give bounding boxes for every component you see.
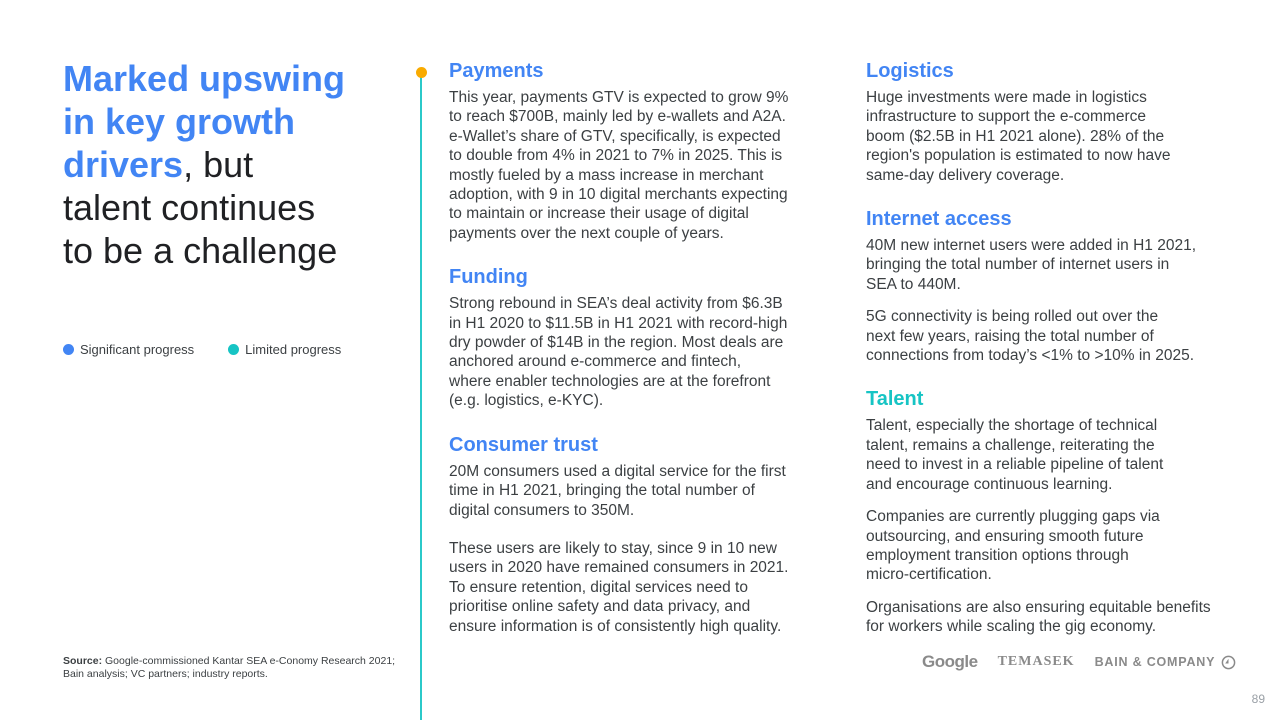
source-label: Source:	[63, 655, 103, 667]
title-highlight: Marked upswing in key growth drivers	[63, 58, 346, 185]
bain-clock-icon	[1221, 655, 1236, 669]
section-heading: Internet access	[866, 208, 1012, 231]
section-internet-access: Internet access 40M new internet users w…	[866, 206, 1246, 365]
column-right: Logistics Huge investments were made in …	[866, 58, 1246, 658]
source-text: Google-commissioned Kantar SEA e-Conomy …	[63, 655, 396, 680]
column-left: Payments This year, payments GTV is expe…	[449, 58, 819, 657]
section-funding: Funding Strong rebound in SEA’s deal act…	[449, 264, 819, 410]
source-note: Source: Google-commissioned Kantar SEA e…	[63, 655, 395, 681]
legend-significant: Significant progress	[63, 342, 194, 357]
google-logo: Google	[922, 652, 978, 671]
page-number: 89	[1251, 692, 1265, 706]
section-payments: Payments This year, payments GTV is expe…	[449, 58, 819, 243]
section-text: This year, payments GTV is expected to g…	[449, 89, 789, 242]
bain-logo-text: BAIN & COMPANY	[1094, 655, 1216, 669]
section-consumer-trust: Consumer trust 20M consumers used a digi…	[449, 432, 819, 636]
timeline-line	[420, 72, 422, 720]
section-heading: Logistics	[866, 60, 954, 82]
legend-limited: Limited progress	[228, 342, 341, 357]
teal-dot-icon	[228, 344, 240, 355]
section-text: 5G connectivity is being rolled out over…	[866, 308, 1195, 365]
legend: Significant progress Limited progress	[63, 342, 341, 357]
timeline-dot-icon	[416, 67, 427, 78]
section-talent: Talent Talent, especially the shortage o…	[866, 386, 1246, 636]
section-text: Organisations are also ensuring equitabl…	[866, 598, 1211, 636]
bain-logo: BAIN & COMPANY	[1095, 655, 1237, 670]
section-heading: Talent	[866, 388, 924, 411]
section-text: 40M new internet users were added in H1 …	[866, 237, 1197, 293]
section-text: Strong rebound in SEA’s deal activity fr…	[449, 295, 788, 410]
section-text: Huge investments were made in logistics …	[866, 89, 1171, 184]
section-text: Companies are currently plugging gaps vi…	[866, 508, 1160, 584]
section-text: 20M consumers used a digital service for…	[449, 462, 786, 519]
partner-logos: Google TEMASEK BAIN & COMPANY	[922, 652, 1236, 672]
page-title: Marked upswing in key growth drivers, bu…	[63, 57, 345, 272]
section-heading: Consumer trust	[449, 433, 598, 456]
section-text: These users are likely to stay, since 9 …	[449, 539, 789, 635]
section-heading: Funding	[449, 266, 528, 289]
legend-label: Significant progress	[80, 342, 195, 357]
title-rest: , but talent continues to be a challenge	[63, 144, 338, 271]
section-text: Talent, especially the shortage of techn…	[866, 417, 1164, 493]
section-heading: Payments	[449, 60, 544, 82]
section-logistics: Logistics Huge investments were made in …	[866, 58, 1246, 185]
temasek-logo: TEMASEK	[997, 654, 1075, 669]
blue-dot-icon	[63, 344, 74, 355]
legend-label: Limited progress	[245, 342, 342, 357]
